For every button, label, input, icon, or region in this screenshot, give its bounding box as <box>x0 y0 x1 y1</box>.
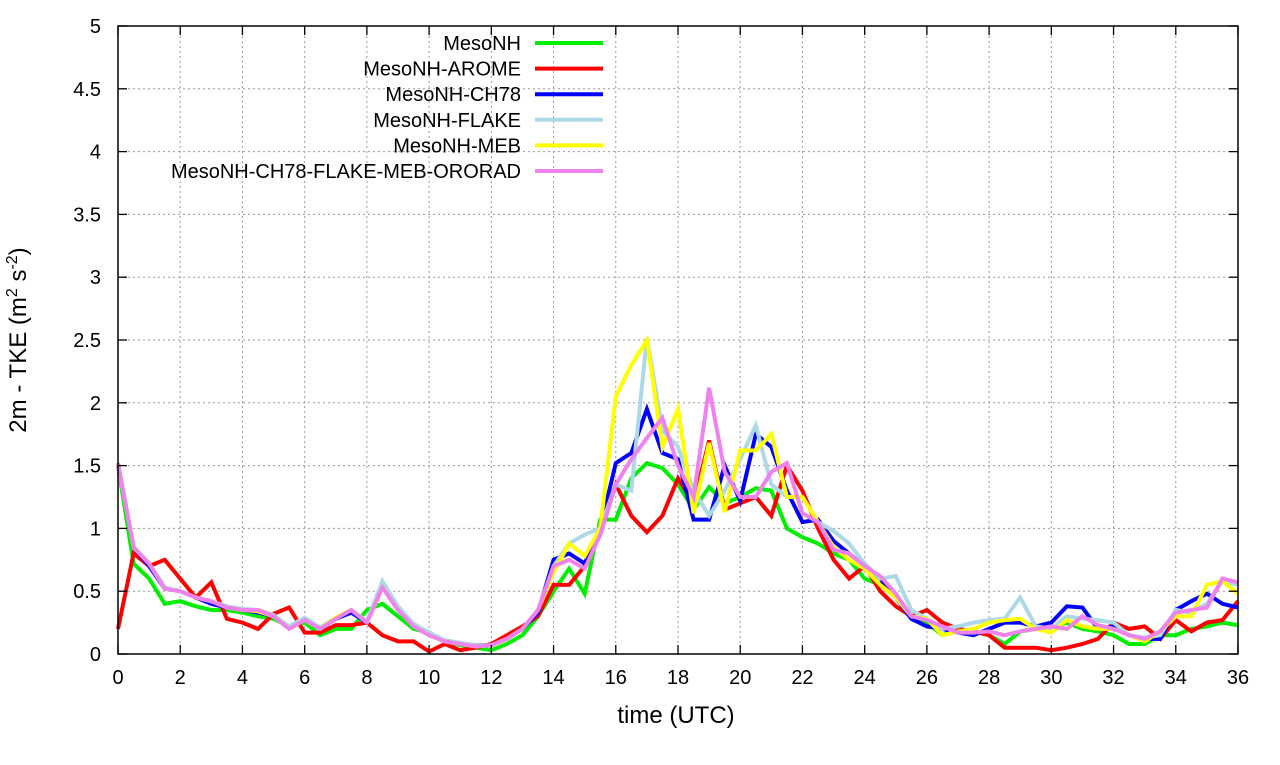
x-tick-label: 4 <box>237 667 248 689</box>
series-line-mesonh-ch78-flake-meb-ororad <box>116 387 1239 649</box>
x-tick-label: 30 <box>1040 667 1062 689</box>
x-tick-label: 28 <box>978 667 1000 689</box>
legend-label: MesoNH-AROME <box>363 59 521 81</box>
x-tick-label: 2 <box>175 667 186 689</box>
y-tick-label: 2 <box>90 393 101 415</box>
x-tick-label: 36 <box>1227 667 1249 689</box>
x-tick-label: 20 <box>729 667 751 689</box>
series-line-mesonh-flake <box>116 337 1239 648</box>
x-tick-label: 0 <box>112 667 123 689</box>
legend-label: MesoNH <box>443 33 521 55</box>
legend-label: MesoNH-CH78-FLAKE-MEB-ORORAD <box>171 161 521 183</box>
y-tick-label: 3.5 <box>73 204 101 226</box>
y-tick-label: 0.5 <box>73 581 101 603</box>
x-tick-label: 24 <box>854 667 876 689</box>
y-tick-label: 5 <box>90 16 101 38</box>
y-tick-label: 4.5 <box>73 79 101 101</box>
y-tick-label: 1 <box>90 518 101 540</box>
x-tick-label: 18 <box>667 667 689 689</box>
legend-label: MesoNH-FLAKE <box>373 110 521 132</box>
x-tick-label: 8 <box>361 667 372 689</box>
legend: MesoNH MesoNH-AROME MesoNH-CH78 MesoNH-FLAK… <box>171 33 603 183</box>
x-tick-label: 12 <box>480 667 502 689</box>
series-lines <box>116 334 1240 654</box>
x-tick-label: 32 <box>1102 667 1124 689</box>
x-tick-label: 22 <box>791 667 813 689</box>
x-tick-label: 16 <box>605 667 627 689</box>
y-tick-label: 3 <box>90 267 101 289</box>
legend-label: MesoNH-CH78 <box>385 84 521 106</box>
legend-label: MesoNH-MEB <box>393 135 521 157</box>
x-tick-label: 34 <box>1165 667 1187 689</box>
axis-ticks: 0 2 4 6 8 10 12 14 16 18 20 22 24 26 28 30 32 34 3600.511.… <box>73 16 1249 689</box>
x-axis-label: time (UTC) <box>617 702 734 729</box>
x-tick-label: 6 <box>299 667 310 689</box>
x-tick-label: 26 <box>916 667 938 689</box>
x-tick-label: 14 <box>542 667 564 689</box>
x-tick-label: 10 <box>418 667 440 689</box>
y-tick-label: 1.5 <box>73 456 101 478</box>
y-tick-label: 2.5 <box>73 330 101 352</box>
grid-lines <box>118 26 1238 654</box>
y-tick-label: 0 <box>90 644 101 666</box>
y-tick-label: 4 <box>90 142 101 164</box>
series-line-mesonh-meb <box>116 334 1240 649</box>
y-axis-label: 2m - TKE (m2 s-2) <box>4 247 32 432</box>
